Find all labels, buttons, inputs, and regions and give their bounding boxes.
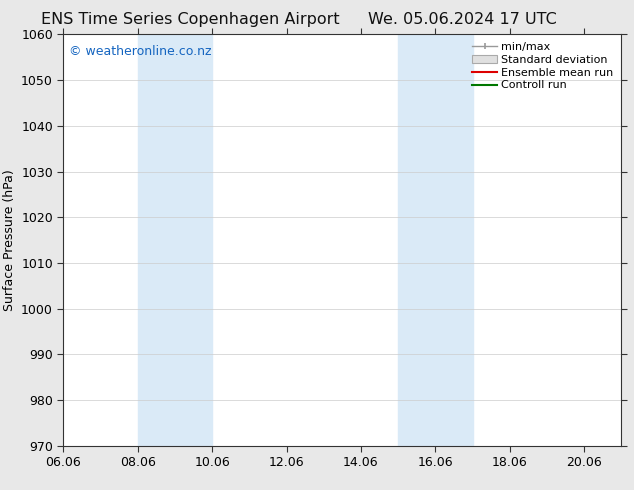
Legend: min/max, Standard deviation, Ensemble mean run, Controll run: min/max, Standard deviation, Ensemble me… [470,40,616,93]
Text: ENS Time Series Copenhagen Airport: ENS Time Series Copenhagen Airport [41,12,340,27]
Bar [398,34,472,446]
Text: We. 05.06.2024 17 UTC: We. 05.06.2024 17 UTC [368,12,557,27]
Y-axis label: Surface Pressure (hPa): Surface Pressure (hPa) [3,169,16,311]
Text: © weatheronline.co.nz: © weatheronline.co.nz [69,45,212,58]
Bar [138,34,212,446]
